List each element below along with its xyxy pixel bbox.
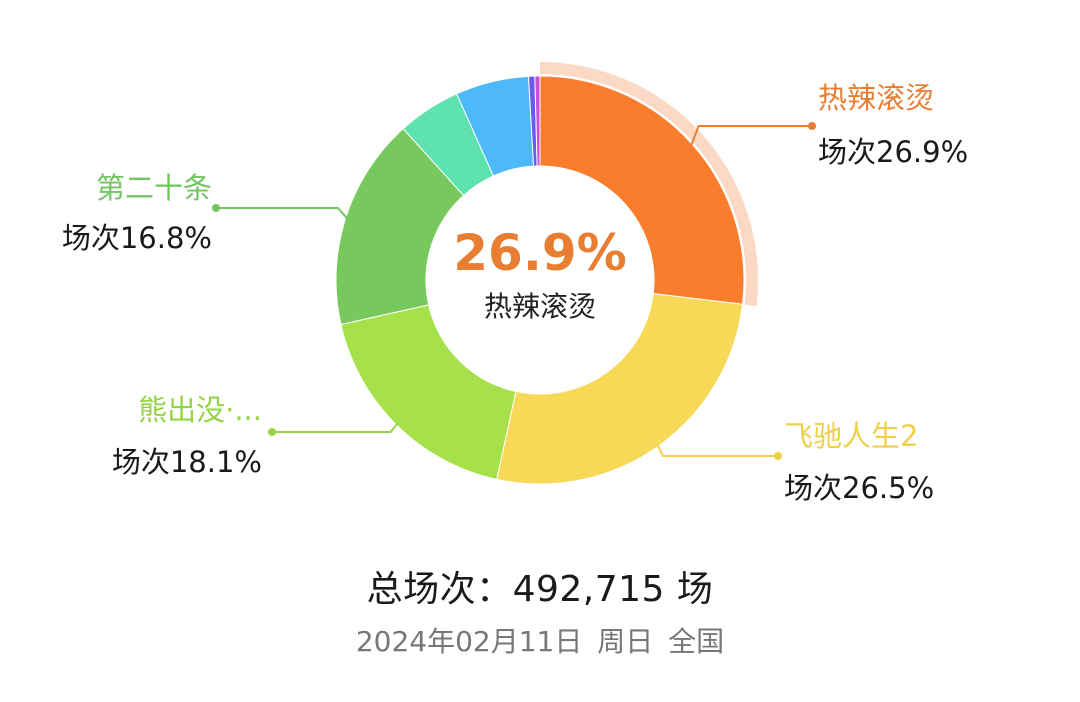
pie-slice-8[interactable] (534, 75, 541, 167)
slice-name-label-4: 第二十条 (96, 171, 212, 205)
slice-name-label-1: 热辣滚烫 (818, 81, 934, 115)
leader-line-2 (656, 444, 778, 457)
pie-slice-1[interactable] (539, 75, 745, 305)
leader-line-1 (690, 125, 812, 147)
slice-value-label-1: 场次26.9% (818, 135, 968, 169)
region-text: 全国 (668, 625, 725, 658)
leader-dot-2 (774, 452, 782, 460)
center-value: 26.9% (453, 224, 626, 282)
slice-value-label-3: 场次18.1% (112, 445, 262, 479)
leader-lines-layer (212, 122, 816, 460)
leader-line-3 (272, 422, 399, 433)
slice-name-label-3: 熊出没·... (138, 393, 262, 427)
slice-value-label-2: 场次26.5% (784, 471, 934, 505)
slice-value-label-4: 场次16.8% (62, 221, 212, 255)
pie-slice-4[interactable] (335, 127, 465, 326)
total-prefix: 总场次： (366, 569, 513, 610)
pie-slice-2[interactable] (496, 293, 744, 485)
slice-name-label-2: 飞驰人生2 (784, 419, 918, 453)
center-label: 热辣滚烫 (484, 290, 596, 323)
leader-dot-3 (268, 428, 276, 436)
date-text: 2024年02月11日 (355, 625, 583, 658)
weekday-text: 周日 (597, 625, 654, 658)
slices-layer (335, 62, 759, 485)
leader-dot-4 (212, 204, 220, 212)
total-sessions: 总场次：492,715 场 (0, 560, 1080, 612)
leader-dot-1 (808, 122, 816, 130)
leader-line-4 (216, 207, 349, 220)
total-value: 492,715 (512, 569, 665, 610)
labels-layer: 热辣滚烫场次26.9%飞驰人生2场次26.5%熊出没·...场次18.1%第二十… (62, 81, 968, 505)
pie-slice-3[interactable] (340, 304, 517, 480)
total-unit: 场 (676, 569, 714, 610)
date-line: 2024年02月11日 周日 全国 (0, 620, 1080, 660)
